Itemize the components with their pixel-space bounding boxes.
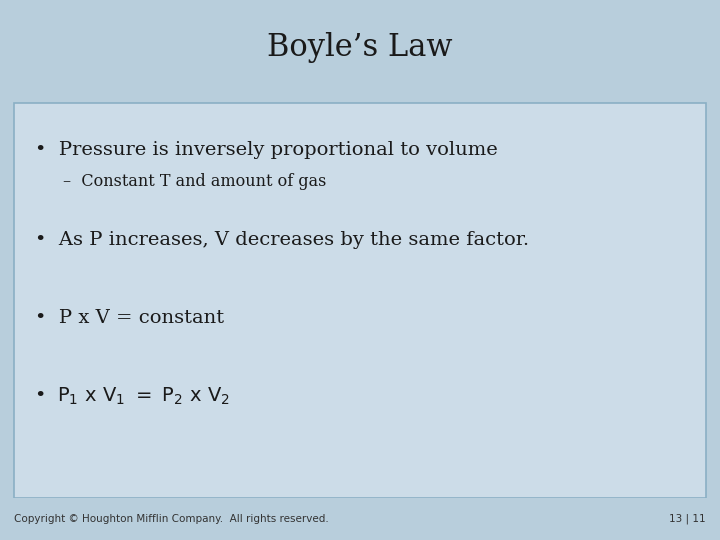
Text: •: •	[35, 387, 59, 405]
Text: •  P x V = constant: • P x V = constant	[35, 309, 224, 327]
Text: •  As P increases, V decreases by the same factor.: • As P increases, V decreases by the sam…	[35, 231, 529, 249]
Text: $\mathrm{P_1\ x\ V_1\ =\ P_2\ x\ V_2}$: $\mathrm{P_1\ x\ V_1\ =\ P_2\ x\ V_2}$	[57, 386, 230, 407]
Bar	[0, 0, 720, 95]
Bar	[14, 103, 706, 498]
Text: •  Pressure is inversely proportional to volume: • Pressure is inversely proportional to …	[35, 141, 498, 159]
Bar	[0, 498, 720, 540]
Text: 13 | 11: 13 | 11	[670, 514, 706, 524]
Text: Copyright © Houghton Mifflin Company.  All rights reserved.: Copyright © Houghton Mifflin Company. Al…	[14, 514, 329, 524]
Text: Boyle’s Law: Boyle’s Law	[267, 32, 453, 63]
Text: –  Constant T and amount of gas: – Constant T and amount of gas	[63, 173, 326, 191]
